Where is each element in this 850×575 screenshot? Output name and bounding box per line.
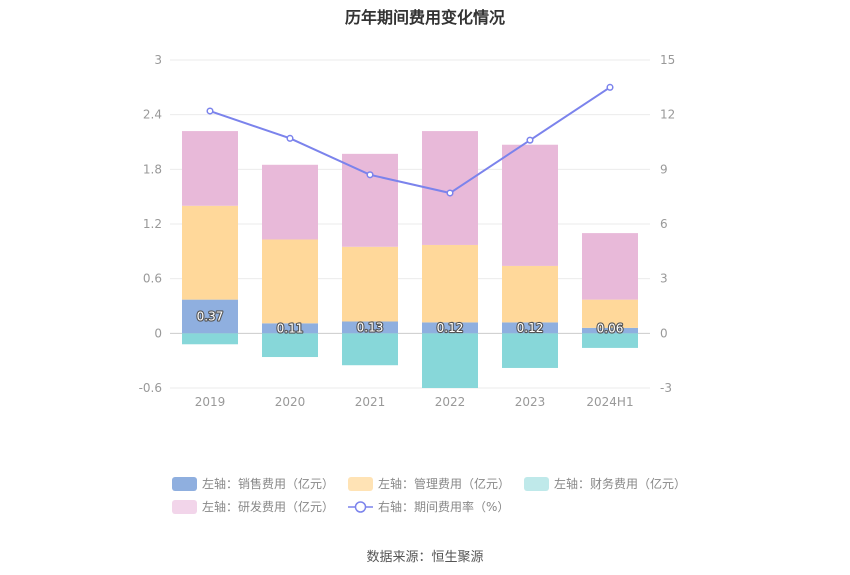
- legend-line-icon: [348, 500, 374, 513]
- right-tick-label: 0: [660, 326, 668, 340]
- left-tick-label: -0.6: [139, 381, 162, 395]
- bar-rnd-2024H1[interactable]: [582, 233, 638, 300]
- legend-swatch-admin: [348, 476, 374, 491]
- left-tick-label: 0.6: [143, 272, 162, 286]
- legend-item-admin[interactable]: 左轴：管理费用（亿元）: [348, 475, 510, 492]
- left-tick-label: 1.8: [143, 162, 162, 176]
- bar-rnd-2019[interactable]: [182, 131, 238, 206]
- left-tick-label: 3: [154, 53, 162, 67]
- bar-value-label: 0.06: [597, 321, 624, 335]
- right-tick-label: 9: [660, 162, 668, 176]
- bar-rnd-2020[interactable]: [262, 164, 318, 240]
- left-axis: -0.6 0 0.6 1.2 1.8 2.4 3: [139, 53, 162, 395]
- bar-finance-2024H1[interactable]: [582, 333, 638, 348]
- right-axis: -3 0 3 6 9 12 15: [660, 53, 675, 395]
- legend-swatch-finance: [524, 476, 550, 491]
- chart-title: 历年期间费用变化情况: [344, 8, 505, 27]
- rate-point-2019[interactable]: [206, 107, 214, 115]
- legend-label-finance: 左轴：财务费用（亿元）: [554, 477, 687, 491]
- legend-label-admin: 左轴：管理费用（亿元）: [378, 477, 511, 491]
- bar-finance-2020[interactable]: [262, 333, 318, 358]
- x-tick-label: 2024H1: [586, 395, 633, 409]
- left-tick-label: 1.2: [143, 217, 162, 231]
- bar-sales-2019[interactable]: [182, 299, 238, 334]
- right-tick-label: 3: [660, 272, 668, 286]
- rate-point-2024H1[interactable]: [606, 83, 614, 91]
- bar-admin-2024H1[interactable]: [582, 299, 638, 328]
- left-tick-label: 0: [154, 326, 162, 340]
- legend-item-finance[interactable]: 左轴：财务费用（亿元）: [524, 475, 686, 492]
- bar-rnd-2023[interactable]: [502, 144, 558, 266]
- rate-point-2023[interactable]: [526, 136, 534, 144]
- rate-point-2021[interactable]: [366, 171, 374, 179]
- bar-finance-2019[interactable]: [182, 333, 238, 345]
- right-tick-label: 15: [660, 53, 675, 67]
- bar-admin-2022[interactable]: [422, 244, 478, 323]
- legend-item-rate[interactable]: 右轴：期间费用率（%）: [348, 498, 509, 515]
- x-axis: 2019 2020 2021 2022 2023 2024H1: [195, 395, 634, 409]
- bar-sales-2021[interactable]: [342, 321, 398, 334]
- bar-admin-2020[interactable]: [262, 239, 318, 324]
- bar-admin-2023[interactable]: [502, 265, 558, 323]
- bar-finance-2022[interactable]: [422, 333, 478, 388]
- data-source: 数据来源：恒生聚源: [366, 550, 484, 565]
- bar-sales-2023[interactable]: [502, 322, 558, 334]
- legend-label-sales: 左轴：销售费用（亿元）: [202, 477, 335, 491]
- gridlines: [170, 59, 650, 389]
- bar-rnd-2021[interactable]: [342, 153, 398, 247]
- right-tick-label: 6: [660, 217, 668, 231]
- bar-sales-2022[interactable]: [422, 322, 478, 334]
- rate-point-2020[interactable]: [286, 134, 294, 142]
- right-tick-label: -3: [660, 381, 672, 395]
- bars: [182, 131, 638, 388]
- rate-point-2022[interactable]: [446, 189, 454, 197]
- legend-label-rnd: 左轴：研发费用（亿元）: [202, 500, 335, 514]
- legend: 左轴：销售费用（亿元） 左轴：管理费用（亿元） 左轴：财务费用（亿元） 左轴：研…: [172, 472, 732, 518]
- left-tick-label: 2.4: [143, 108, 162, 122]
- rate-line-path: [209, 86, 611, 195]
- bar-value-label: 0.12: [437, 321, 464, 335]
- x-tick-label: 2019: [195, 395, 226, 409]
- legend-label-rate: 右轴：期间费用率（%）: [378, 500, 510, 514]
- bar-admin-2021[interactable]: [342, 246, 398, 322]
- legend-item-rnd[interactable]: 左轴：研发费用（亿元）: [172, 498, 334, 515]
- bar-value-label: 0.12: [517, 321, 544, 335]
- bar-finance-2023[interactable]: [502, 333, 558, 368]
- bar-admin-2019[interactable]: [182, 205, 238, 300]
- legend-item-sales[interactable]: 左轴：销售费用（亿元）: [172, 475, 334, 492]
- x-tick-label: 2021: [355, 395, 386, 409]
- bar-value-label: 0.37: [197, 309, 224, 323]
- rate-line: [206, 83, 614, 197]
- right-tick-label: 12: [660, 108, 675, 122]
- x-tick-label: 2020: [275, 395, 306, 409]
- legend-swatch-sales: [172, 476, 197, 491]
- bar-finance-2021[interactable]: [342, 333, 398, 366]
- bar-value-label: 0.13: [357, 320, 384, 334]
- x-tick-label: 2023: [515, 395, 546, 409]
- bar-value-label: 0.11: [277, 321, 304, 335]
- legend-swatch-rnd: [172, 499, 197, 514]
- bar-sales-2020[interactable]: [262, 323, 318, 334]
- x-tick-label: 2022: [435, 395, 466, 409]
- bar-sales-2024H1[interactable]: [582, 327, 638, 334]
- bar-labels: 0.37 0.11 0.13 0.12 0.12 0.06: [196, 308, 625, 336]
